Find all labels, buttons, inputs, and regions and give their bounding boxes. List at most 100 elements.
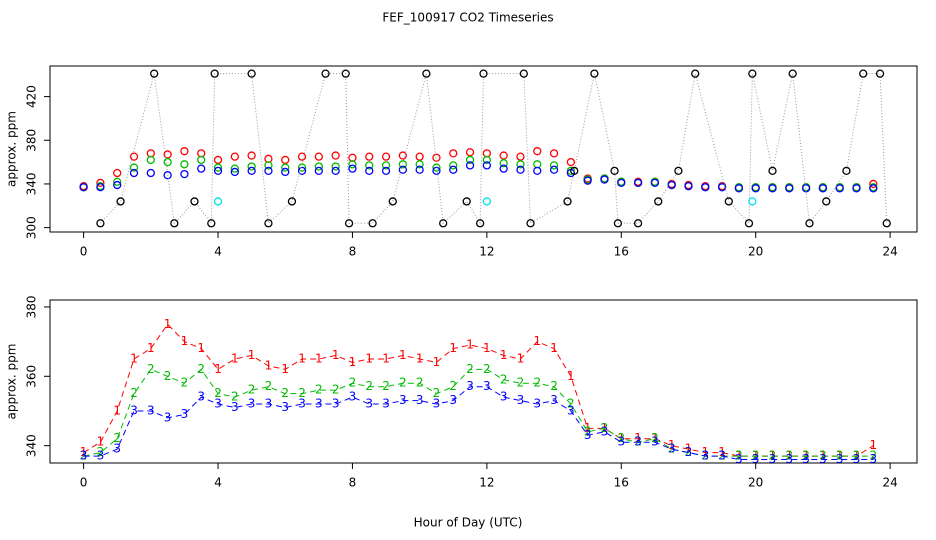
point <box>788 69 797 78</box>
point <box>516 160 525 169</box>
point <box>129 168 139 178</box>
point-symbol: 3 <box>466 379 474 393</box>
point-symbol: 2 <box>416 376 424 390</box>
point-symbol: 3 <box>130 403 138 417</box>
point-symbol: 1 <box>416 351 424 365</box>
point-symbol: 2 <box>113 431 121 445</box>
series-line <box>83 323 874 457</box>
point <box>96 178 105 188</box>
x-tick-label: 8 <box>349 245 357 259</box>
point-symbol: 2 <box>685 445 693 459</box>
point-symbol: 3 <box>214 397 222 411</box>
point-symbol: 1 <box>584 421 592 435</box>
y-axis-title: approx. ppm <box>5 344 19 420</box>
x-tick-label: 4 <box>214 476 222 490</box>
point <box>344 219 354 228</box>
point-symbol: 2 <box>853 449 861 463</box>
point-symbol: 3 <box>113 442 121 456</box>
point <box>314 162 323 171</box>
y-tick-label: 380 <box>25 129 39 152</box>
point <box>365 161 374 170</box>
point <box>748 197 757 206</box>
point-symbol: 1 <box>567 369 575 383</box>
point <box>415 160 424 169</box>
point-symbol: 3 <box>668 442 676 456</box>
point <box>264 166 273 175</box>
point <box>583 176 592 185</box>
point-symbol: 3 <box>298 397 306 411</box>
point-symbol: 2 <box>365 379 373 393</box>
point <box>566 157 576 167</box>
point <box>348 160 357 169</box>
point-symbol: 3 <box>769 452 777 466</box>
point <box>751 184 760 193</box>
point-symbol: 1 <box>382 351 390 365</box>
point <box>247 69 256 78</box>
point-symbol: 3 <box>584 428 592 442</box>
x-tick-label: 24 <box>882 476 897 490</box>
point-symbol: 1 <box>718 445 726 459</box>
point-symbol: 3 <box>685 445 693 459</box>
point-symbol: 3 <box>836 452 844 466</box>
point <box>146 155 155 165</box>
point <box>341 69 350 78</box>
point-symbol: 2 <box>214 386 222 400</box>
point-symbol: 3 <box>869 452 877 466</box>
point <box>287 197 297 206</box>
point <box>190 197 199 206</box>
point-symbol: 3 <box>332 397 340 411</box>
point <box>213 155 223 165</box>
point <box>180 169 189 179</box>
point <box>499 164 508 173</box>
point-symbol: 1 <box>685 442 693 456</box>
point-symbol: 3 <box>701 449 709 463</box>
point-symbol: 1 <box>281 362 289 376</box>
point <box>398 165 407 174</box>
point <box>650 178 660 188</box>
point <box>563 197 572 206</box>
point <box>667 180 676 190</box>
point <box>368 219 377 228</box>
x-tick-label: 8 <box>349 476 357 490</box>
point <box>835 184 844 193</box>
point <box>264 219 273 228</box>
point <box>348 164 357 173</box>
point <box>449 161 458 170</box>
point-symbol: 1 <box>449 341 457 355</box>
point <box>247 166 256 175</box>
point <box>516 165 525 174</box>
point <box>449 149 458 158</box>
point <box>163 157 172 167</box>
point <box>331 162 340 171</box>
point-symbol: 3 <box>97 449 105 463</box>
x-axis-title: Hour of Day (UTC) <box>414 516 523 530</box>
point-symbol: 3 <box>164 410 172 424</box>
point <box>462 197 471 206</box>
point <box>869 184 878 193</box>
point <box>818 184 828 193</box>
point-symbol: 1 <box>315 351 323 365</box>
point <box>785 184 794 193</box>
series-line <box>83 368 874 457</box>
y-axis-title: approx. ppm <box>5 111 19 187</box>
point-symbol: 1 <box>517 351 525 365</box>
point-symbol: 3 <box>752 452 760 466</box>
point <box>163 171 172 180</box>
point-symbol: 2 <box>601 421 609 435</box>
point <box>129 163 139 172</box>
x-tick-label: 24 <box>882 245 897 259</box>
plot-frame <box>49 65 918 233</box>
point-symbol: 1 <box>651 431 659 445</box>
x-tick-label: 20 <box>748 476 763 490</box>
point-symbol: 1 <box>634 431 642 445</box>
point <box>96 219 105 228</box>
point-symbol: 1 <box>248 348 256 362</box>
point-symbol: 3 <box>517 393 525 407</box>
point <box>869 179 878 189</box>
point <box>519 69 528 78</box>
point <box>533 166 542 175</box>
point-symbol: 3 <box>265 397 273 411</box>
point <box>207 219 216 228</box>
point-symbol: 2 <box>869 449 877 463</box>
point-symbol: 2 <box>785 449 793 463</box>
